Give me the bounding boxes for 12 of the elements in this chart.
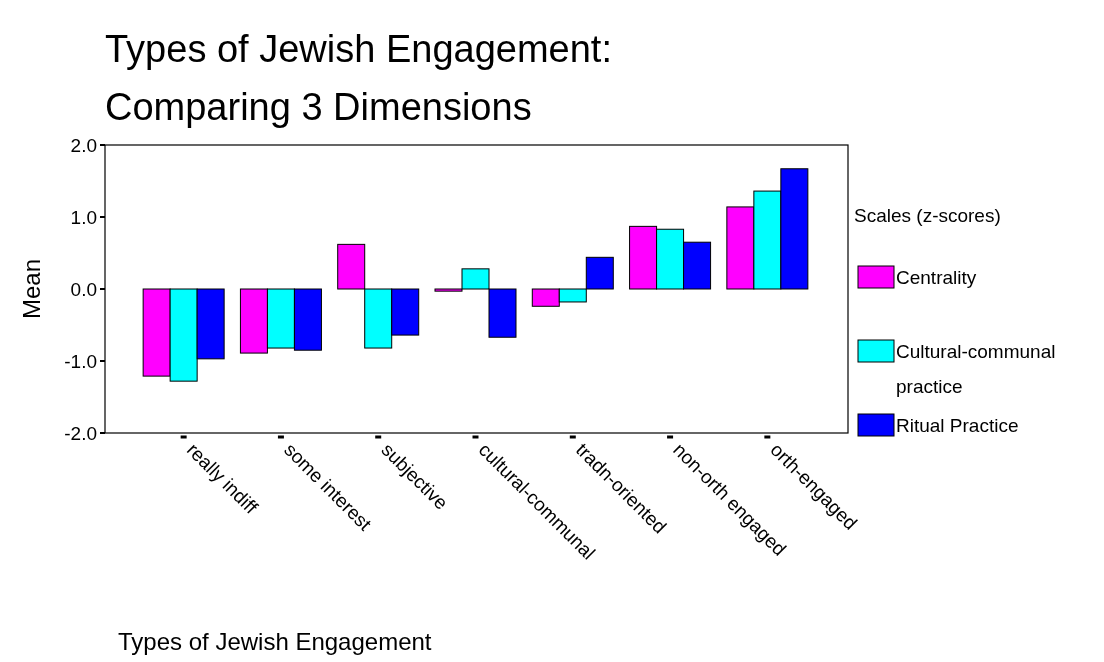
y-tick-label: 1.0 xyxy=(70,206,97,228)
y-tick-label: -2.0 xyxy=(64,422,97,444)
legend-title: Scales (z-scores) xyxy=(854,205,1001,226)
legend-label: Cultural-communal practice xyxy=(896,340,1056,397)
y-tick-label: 2.0 xyxy=(70,134,97,156)
y-tick-label: -1.0 xyxy=(64,350,97,372)
chart-title: Types of Jewish Engagement: Comparing 3 Dimensions xyxy=(105,28,612,128)
legend-label: Centrality xyxy=(896,266,977,288)
y-axis-title: Mean xyxy=(18,258,45,320)
x-axis-title: Types of Jewish Engagement xyxy=(118,628,432,655)
legend-label: Ritual Practice xyxy=(896,414,1019,436)
y-tick-label: 0.0 xyxy=(70,278,97,300)
